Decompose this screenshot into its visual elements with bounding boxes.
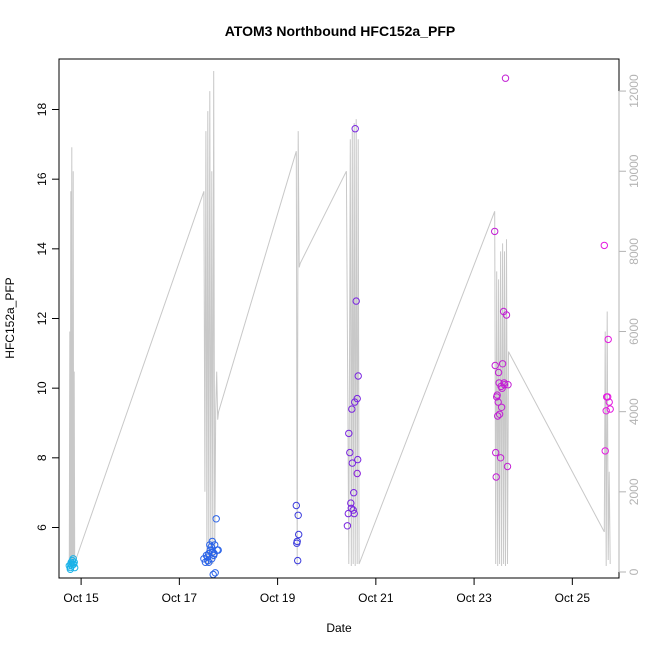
x-tick-label: Oct 17 <box>162 591 198 605</box>
data-point <box>498 360 507 368</box>
data-point <box>346 448 354 457</box>
data-point <box>353 394 361 403</box>
data-point <box>202 551 211 560</box>
data-point <box>354 455 362 464</box>
data-point <box>348 459 356 467</box>
altitude-layer <box>68 70 611 567</box>
chart-title: ATOM3 Northbound HFC152a_PFP <box>225 23 456 39</box>
y-tick-label: 18 <box>35 103 49 117</box>
x-tick-label: Oct 25 <box>555 591 591 605</box>
y2-tick-label: 6000 <box>627 318 641 345</box>
data-point <box>353 469 361 478</box>
y-tick-label: 6 <box>35 524 49 531</box>
data-point <box>600 241 608 250</box>
data-point <box>292 501 300 510</box>
data-point <box>604 393 612 401</box>
data-point <box>204 556 212 565</box>
data-point <box>495 410 504 418</box>
y-axis-label: HFC152a_PFP <box>3 277 17 358</box>
data-point <box>491 361 499 370</box>
data-point <box>492 473 500 481</box>
data-point <box>211 569 219 577</box>
x-axis-label: Date <box>326 621 352 635</box>
data-point <box>503 462 512 471</box>
data-point <box>212 515 220 523</box>
data-point <box>601 447 609 455</box>
data-point <box>347 499 355 507</box>
data-point <box>70 558 78 566</box>
data-point <box>349 506 357 514</box>
x-axis: Oct 15 Oct 17 Oct 19 Oct 21 Oct 23 Oct 25 <box>63 577 591 605</box>
y-tick-label: 16 <box>35 172 49 186</box>
data-point <box>502 311 511 319</box>
data-point <box>69 555 77 563</box>
data-point <box>496 454 505 462</box>
data-point <box>294 511 302 519</box>
x-tick-label: Oct 21 <box>358 591 394 605</box>
data-point <box>67 558 76 566</box>
altitude-line <box>68 70 611 567</box>
data-point <box>295 530 303 539</box>
data-point <box>214 546 222 554</box>
y-tick-label: 8 <box>35 454 49 461</box>
data-point <box>354 372 362 380</box>
data-point <box>504 381 512 389</box>
y2-tick-label: 2000 <box>627 478 641 505</box>
data-point <box>494 368 503 377</box>
x-tick-label: Oct 15 <box>63 591 99 605</box>
data-point <box>606 405 614 413</box>
data-point <box>293 537 301 546</box>
y2-tick-label: 10000 <box>627 154 641 188</box>
data-point <box>66 565 75 573</box>
points-layer <box>65 74 614 579</box>
y-tick-label: 12 <box>35 312 49 326</box>
data-point <box>501 74 510 82</box>
data-point <box>492 448 500 457</box>
data-point <box>493 391 501 399</box>
y-tick-label: 10 <box>35 381 49 395</box>
data-point <box>351 125 359 133</box>
data-point <box>345 429 353 438</box>
data-point <box>209 570 217 579</box>
y2-tick-label: 4000 <box>627 398 641 425</box>
y2-tick-label: 8000 <box>627 238 641 265</box>
data-point <box>350 509 358 518</box>
y2-axis: 0 2000 4000 6000 8000 10000 12000 <box>618 74 641 575</box>
data-point <box>500 381 509 389</box>
data-point <box>71 563 79 572</box>
data-point <box>605 398 613 406</box>
data-point <box>209 548 217 556</box>
data-point <box>602 407 610 415</box>
y2-tick-label: 0 <box>627 568 641 575</box>
plot-frame <box>58 58 620 579</box>
y-axis: 6 8 10 12 14 16 18 <box>35 103 60 531</box>
y2-tick-label: 12000 <box>627 74 641 108</box>
data-point <box>343 522 352 530</box>
x-tick-label: Oct 19 <box>260 591 296 605</box>
data-point <box>604 335 612 344</box>
data-point <box>491 227 499 236</box>
data-point <box>494 412 502 420</box>
y-tick-label: 14 <box>35 242 49 256</box>
data-point <box>294 556 302 565</box>
x-tick-label: Oct 23 <box>456 591 492 605</box>
data-point <box>352 297 360 305</box>
data-point <box>348 405 356 413</box>
data-point <box>497 403 506 411</box>
data-point <box>350 489 358 497</box>
data-point <box>494 398 502 406</box>
